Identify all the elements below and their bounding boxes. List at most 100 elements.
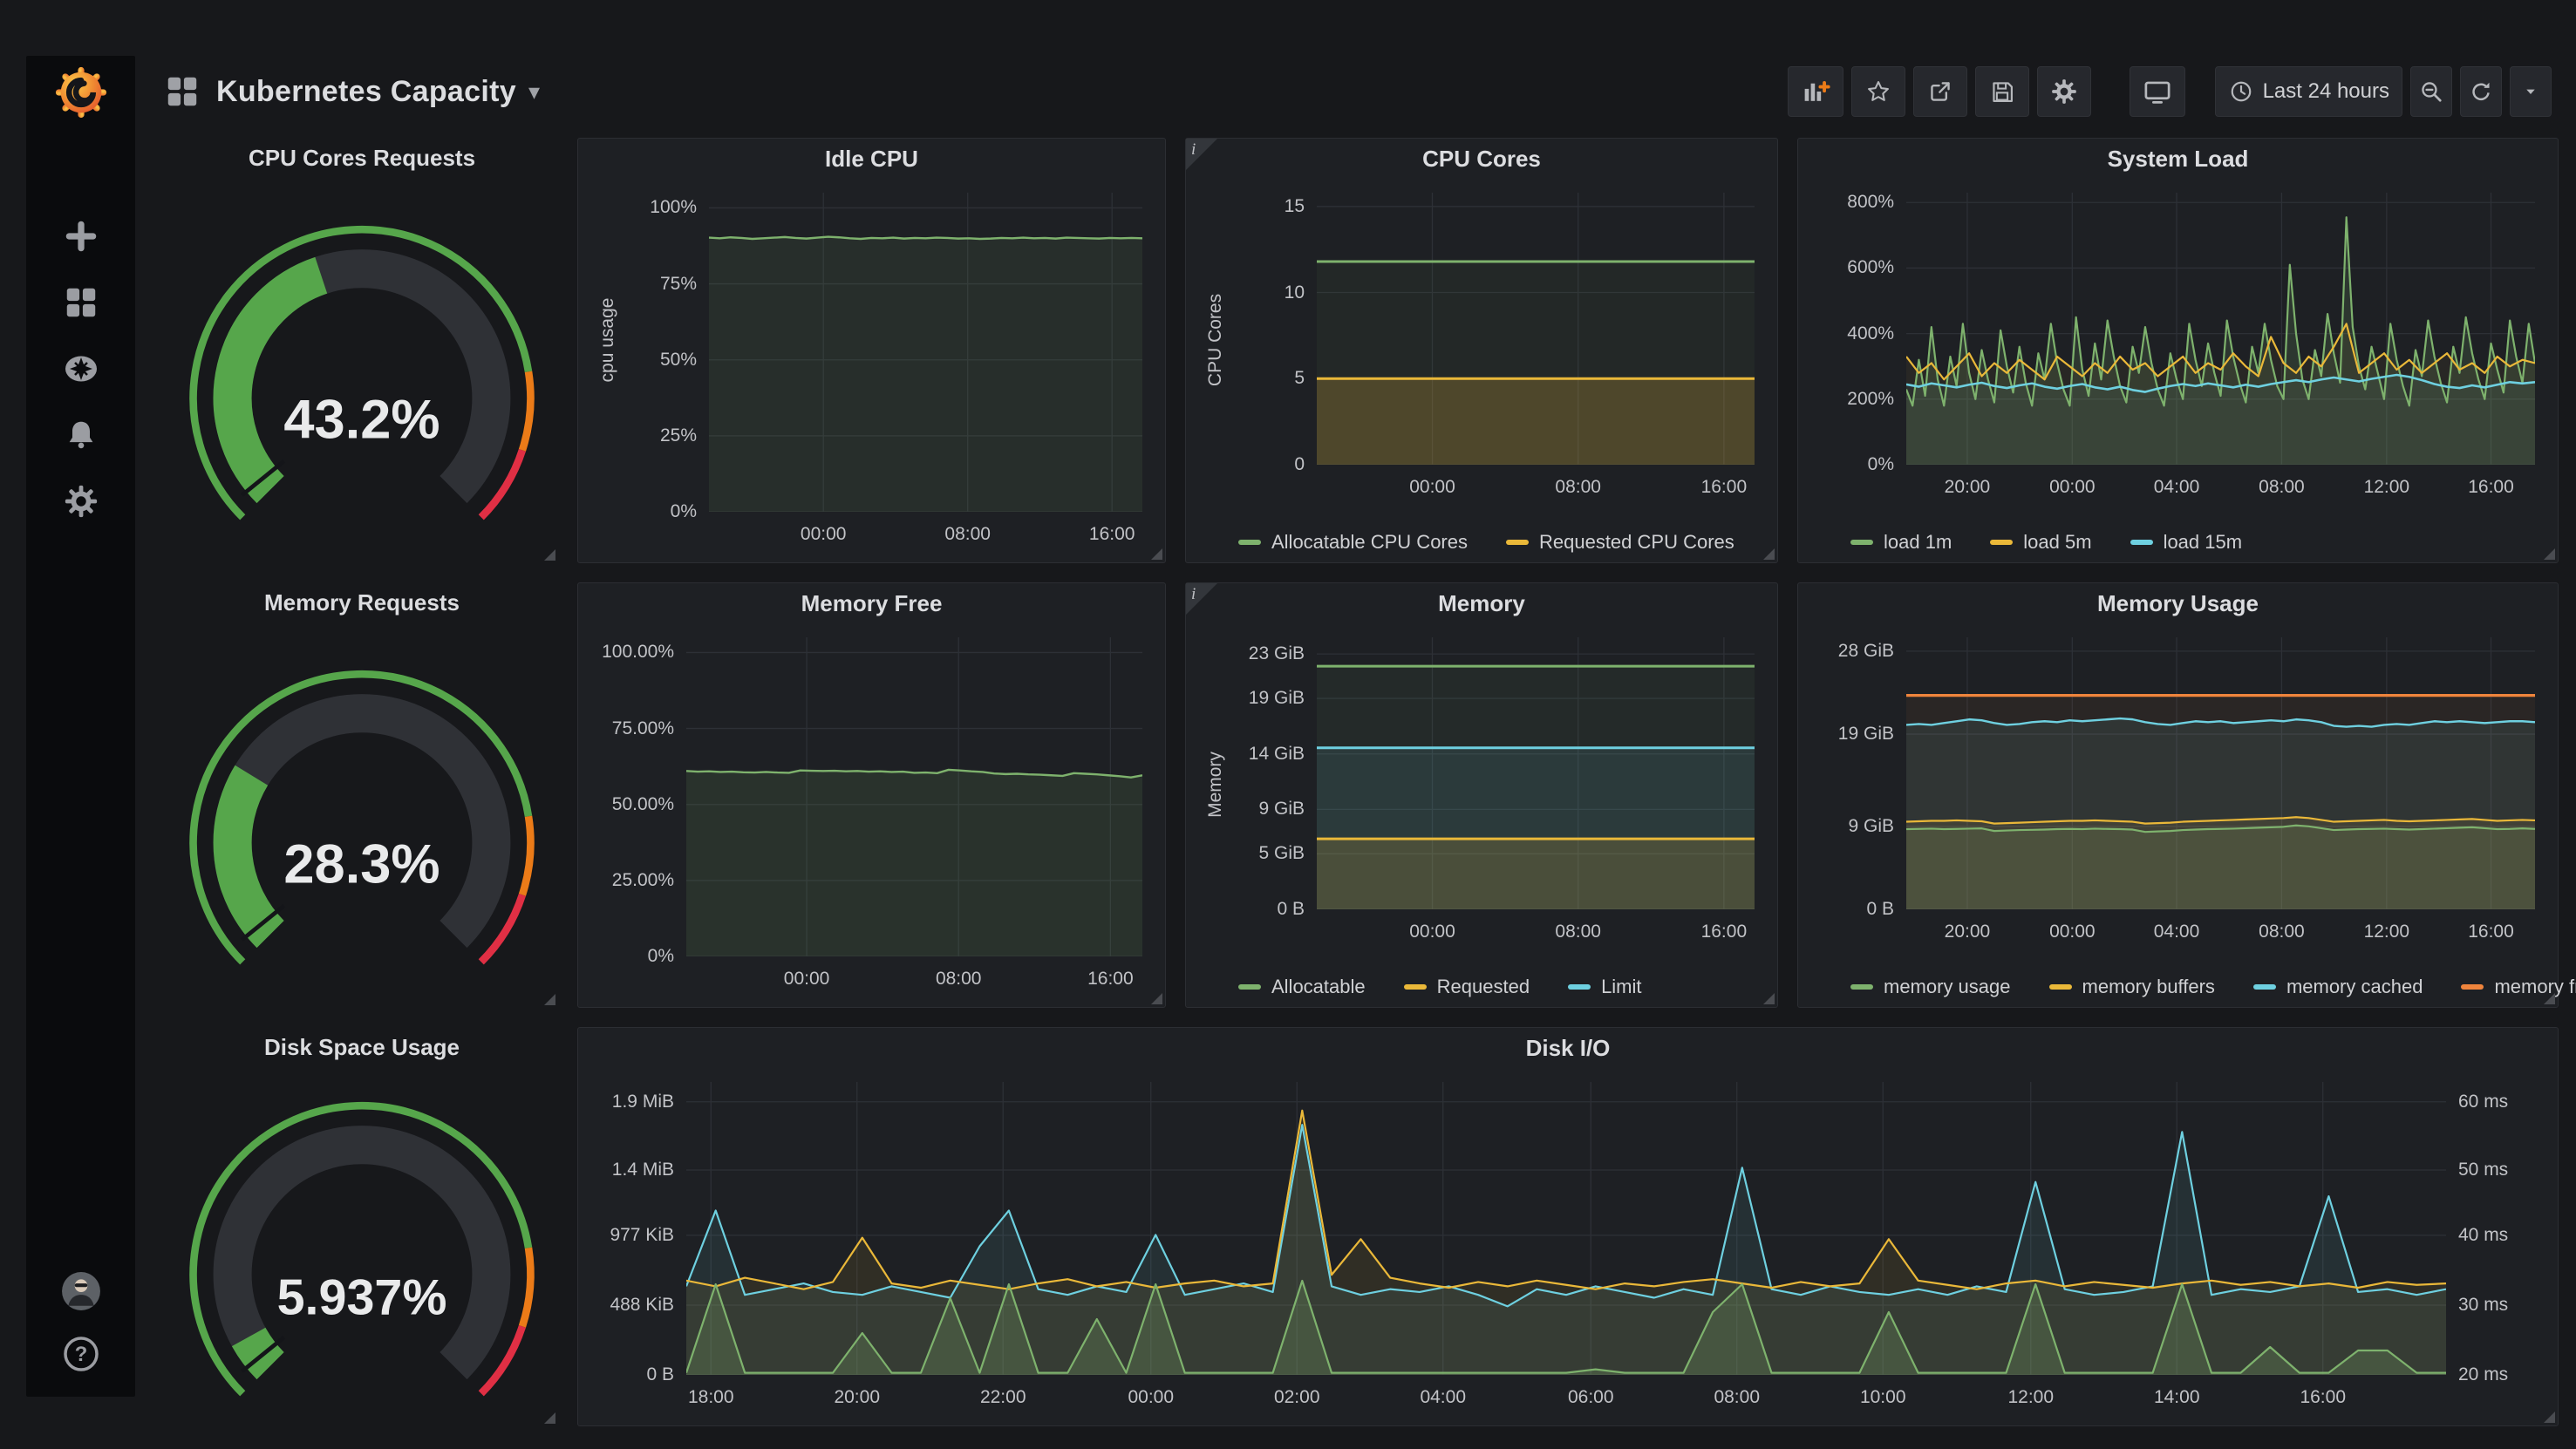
- y-axis-label: CPU Cores: [1205, 293, 1225, 386]
- cycle-view-mode-button[interactable]: [2129, 66, 2185, 117]
- y-tick-label: 5 GiB: [1258, 843, 1305, 864]
- panel-memory-requests: Memory Requests 28.3%: [166, 582, 558, 1008]
- sidebar-item-dashboards[interactable]: [61, 282, 101, 323]
- panel-resize-handle[interactable]: [2544, 548, 2555, 560]
- y-tick-label: 488 KiB: [610, 1295, 674, 1315]
- panel-system-load: System Load 0% 200% 400% 600% 800% 20:00 00:00…: [1797, 138, 2559, 563]
- compass-icon: [62, 350, 100, 388]
- legend-item[interactable]: memory free: [2461, 976, 2576, 998]
- dashboard-title-caret-icon[interactable]: ▾: [528, 78, 540, 105]
- time-range-label: Last 24 hours: [2262, 79, 2389, 103]
- y-tick-label-right: 60 ms: [2458, 1091, 2509, 1112]
- panel-title[interactable]: Disk I/O: [1525, 1034, 1611, 1061]
- save-dashboard-button[interactable]: [1974, 66, 2029, 117]
- sidebar-item-alerting[interactable]: [61, 415, 101, 455]
- add-panel-button[interactable]: [1787, 66, 1843, 117]
- panel-resize-handle[interactable]: [1151, 993, 1162, 1004]
- x-tick-label: 00:00: [1409, 922, 1455, 942]
- legend-color-icon: [1505, 540, 1529, 545]
- panel-title[interactable]: CPU Cores: [1422, 145, 1541, 172]
- legend-item[interactable]: memory usage: [1850, 976, 2011, 998]
- y-tick-label: 0%: [670, 501, 697, 521]
- dashboard-title[interactable]: Kubernetes Capacity: [216, 74, 516, 108]
- y-tick-label: 14 GiB: [1248, 743, 1305, 764]
- sidebar-item-configuration[interactable]: [61, 481, 101, 521]
- gear-icon: [2050, 78, 2078, 105]
- x-tick-label: 20:00: [1944, 477, 1991, 497]
- legend-item[interactable]: memory buffers: [2048, 976, 2215, 998]
- y-tick-label: 0 B: [1277, 899, 1305, 919]
- panel-title[interactable]: System Load: [2107, 145, 2249, 172]
- legend-item[interactable]: Limit: [1568, 976, 1642, 998]
- legend-color-icon: [1238, 984, 1261, 990]
- cpu-cores-requests-gauge: 43.2%: [166, 178, 558, 563]
- y-tick-label: 100%: [650, 197, 697, 218]
- panel-info-icon[interactable]: i: [1186, 583, 1217, 615]
- x-tick-label: 04:00: [2153, 477, 2200, 497]
- panel-title[interactable]: CPU Cores Requests: [248, 144, 476, 171]
- refresh-button[interactable]: [2460, 66, 2502, 117]
- panel-resize-handle[interactable]: [1151, 548, 1162, 560]
- sidebar-item-help[interactable]: [61, 1334, 101, 1374]
- panel-resize-handle[interactable]: [544, 994, 555, 1005]
- x-tick-label: 16:00: [2468, 477, 2514, 497]
- legend-item[interactable]: load 5m: [1990, 531, 2092, 554]
- legend-label: load 5m: [2023, 531, 2092, 553]
- legend-label: memory free: [2494, 976, 2576, 997]
- panel-title[interactable]: Disk Space Usage: [263, 1033, 460, 1060]
- y-tick-label: 28 GiB: [1837, 640, 1894, 661]
- y-tick-label: 15: [1284, 195, 1305, 216]
- time-picker-button[interactable]: Last 24 hours: [2214, 66, 2402, 117]
- y-tick-label: 0%: [1867, 454, 1894, 474]
- panel-resize-handle[interactable]: [544, 1412, 555, 1424]
- legend-label: load 1m: [1884, 531, 1952, 553]
- share-dashboard-button[interactable]: [1912, 66, 1967, 117]
- panel-resize-handle[interactable]: [544, 549, 555, 561]
- panel-title[interactable]: Memory Requests: [264, 588, 460, 616]
- legend-label: Requested CPU Cores: [1538, 531, 1734, 553]
- legend-item[interactable]: Requested: [1403, 976, 1530, 998]
- sidebar-item-explore[interactable]: [61, 349, 101, 389]
- legend-label: memory cached: [2286, 976, 2423, 997]
- panel-title[interactable]: Memory Usage: [2097, 589, 2259, 616]
- panel-resize-handle[interactable]: [1763, 993, 1775, 1004]
- y-tick-label-right: 40 ms: [2458, 1224, 2509, 1245]
- x-tick-label: 08:00: [944, 524, 991, 544]
- panel-resize-handle[interactable]: [1763, 548, 1775, 560]
- x-tick-label: 00:00: [1409, 477, 1455, 497]
- x-tick-label: 08:00: [2259, 922, 2305, 942]
- x-tick-label: 16:00: [1700, 477, 1748, 497]
- sidebar-item-create[interactable]: [61, 216, 101, 256]
- panel-title[interactable]: Memory Free: [801, 589, 943, 616]
- panel-resize-handle[interactable]: [2544, 993, 2555, 1004]
- refresh-interval-caret-button[interactable]: [2510, 66, 2552, 117]
- legend-item[interactable]: Requested CPU Cores: [1505, 531, 1734, 554]
- legend-item[interactable]: load 1m: [1850, 531, 1952, 554]
- panel-title[interactable]: Memory: [1438, 589, 1525, 616]
- svg-text:5.937%: 5.937%: [277, 1270, 447, 1326]
- add-panel-icon: [1801, 77, 1830, 106]
- panel-memory: i Memory 0 B 5 GiB 9 GiB 14 GiB 19 GiB 23 GiB…: [1185, 582, 1778, 1008]
- y-tick-label: 0 B: [1866, 899, 1894, 919]
- legend-item[interactable]: load 15m: [2130, 531, 2242, 554]
- legend-color-icon: [1568, 984, 1591, 990]
- panel-disk-io: Disk I/O 0 B 488 KiB 977 KiB 1.4 MiB 1.9 MiB…: [577, 1027, 2559, 1426]
- y-tick-label: 600%: [1847, 257, 1894, 278]
- star-dashboard-button[interactable]: [1850, 66, 1905, 117]
- grafana-logo-icon[interactable]: [53, 65, 109, 120]
- panel-resize-handle[interactable]: [2544, 1412, 2555, 1423]
- panel-title[interactable]: Idle CPU: [825, 145, 918, 172]
- legend-color-icon: [2461, 984, 2484, 990]
- legend-item[interactable]: Allocatable: [1238, 976, 1366, 998]
- legend-item[interactable]: memory cached: [2252, 976, 2423, 998]
- panel-info-icon[interactable]: i: [1186, 139, 1217, 170]
- dashboard-settings-button[interactable]: [2036, 66, 2091, 117]
- legend-label: Requested: [1436, 976, 1530, 997]
- x-tick-label: 18:00: [687, 1387, 734, 1407]
- sidebar-item-profile[interactable]: [61, 1271, 101, 1311]
- sidebar: [26, 56, 135, 1397]
- zoom-out-time-button[interactable]: [2410, 66, 2452, 117]
- y-tick-label: 9 GiB: [1258, 799, 1305, 820]
- gear-icon: [63, 483, 99, 520]
- legend-item[interactable]: Allocatable CPU Cores: [1238, 531, 1468, 554]
